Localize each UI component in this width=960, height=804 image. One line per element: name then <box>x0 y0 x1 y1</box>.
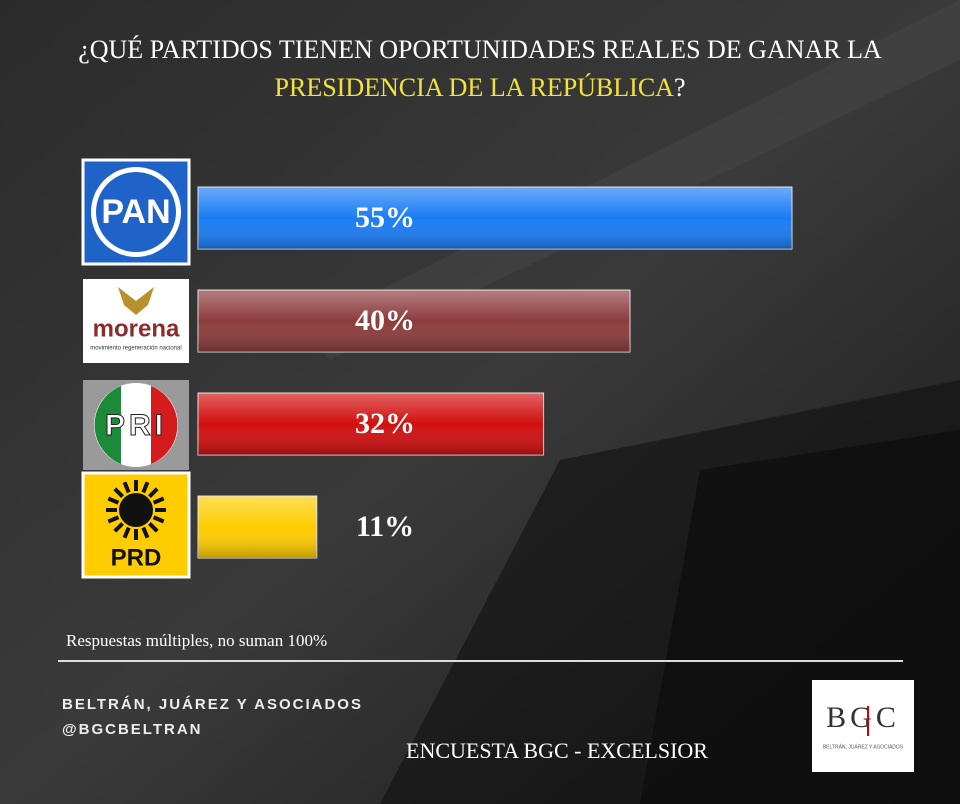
chart-title-line2: PRESIDENCIA DE LA REPÚBLICA? <box>275 73 686 102</box>
value-label: 32% <box>355 407 415 440</box>
logo-subtext: BELTRÁN, JUÁREZ Y ASOCIADOS <box>823 743 904 750</box>
logo-ray <box>152 515 165 524</box>
logo-red <box>151 386 178 464</box>
logo-ray <box>107 496 120 505</box>
logo-label: PAN <box>101 193 170 231</box>
logo-ray <box>152 496 165 505</box>
value-label: 40% <box>355 304 415 337</box>
logo-eagle <box>118 287 154 315</box>
building-beam <box>300 0 960 360</box>
bar-shine <box>198 393 544 455</box>
footer-source: ENCUESTA BGC - EXCELSIOR <box>406 738 708 763</box>
logo-label: PRI <box>105 409 167 442</box>
bar-shine <box>198 496 317 558</box>
row: morena movimiento regeneración nacional 40… <box>83 279 631 363</box>
logo-ray <box>148 522 159 533</box>
logo-bg <box>83 279 189 363</box>
logo-ray <box>122 481 131 494</box>
logo-ray <box>141 526 150 539</box>
rows: PAN 55% morena movimiento regeneración naci… <box>81 158 793 579</box>
logo-ray <box>141 481 150 494</box>
logo-ray <box>113 522 124 533</box>
footer-org: BELTRÁN, JUÁREZ Y ASOCIADOS <box>62 696 363 713</box>
logo-green <box>94 386 121 464</box>
logo-ray <box>107 515 120 524</box>
note: Respuestas múltiples, no suman 100% <box>66 631 327 650</box>
logo-text: BGC <box>826 701 900 734</box>
title-end: ? <box>674 73 686 102</box>
logo-ray <box>113 487 124 498</box>
logo-tagline: movimiento regeneración nacional <box>90 346 181 352</box>
title-highlight: PRESIDENCIA DE LA REPÚBLICA <box>275 73 675 102</box>
logo-sun <box>119 493 153 527</box>
row: PRI 32% <box>83 380 545 470</box>
bar-shine <box>198 187 792 249</box>
footer-handle: @BGCBELTRAN <box>62 721 203 738</box>
value-label: 55% <box>355 201 415 234</box>
value-label: 11% <box>356 510 414 543</box>
row: PAN 55% <box>81 158 793 266</box>
logo-ray <box>148 487 159 498</box>
logo-ring-inner <box>96 172 176 252</box>
logo-label: PRD <box>111 544 162 571</box>
logo-label: morena <box>93 315 180 342</box>
bar-shine <box>198 290 630 352</box>
row: PRD 11% <box>81 471 414 579</box>
logo-box <box>812 680 914 772</box>
chart-title: ¿QUÉ PARTIDOS TIENEN OPORTUNIDADES REALE… <box>78 35 882 64</box>
logo-ray <box>122 526 131 539</box>
